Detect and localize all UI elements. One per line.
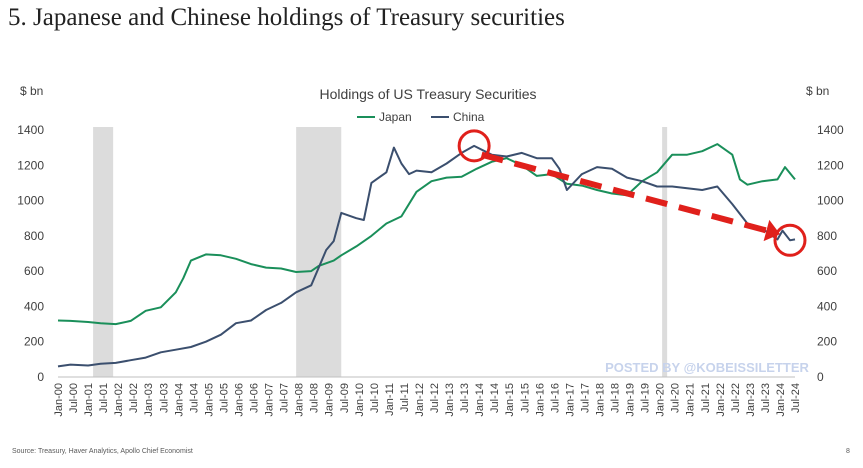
y-tick-left-1000: 1000 <box>17 194 44 208</box>
x-tick-label-0: Jan-00 <box>53 383 65 417</box>
x-tick-label-27: Jul-13 <box>459 383 471 413</box>
y-tick-right-0: 0 <box>817 370 824 384</box>
x-axis-ticks: Jan-00 Jul-00 Jan-01 Jul-01 Jan-02 Jul-02 Jan-… <box>53 383 802 417</box>
y-tick-right-1000: 1000 <box>817 194 844 208</box>
x-tick-label-21: Jul-10 <box>369 383 381 413</box>
x-tick-label-15: Jul-07 <box>279 383 291 413</box>
x-tick-label-49: Jul-24 <box>790 383 802 413</box>
legend-label-japan: Japan <box>379 110 412 124</box>
x-tick-label-40: Jan-20 <box>655 383 667 417</box>
series-line-japan <box>57 143 796 326</box>
highlight-circle-1 <box>457 129 491 163</box>
y-tick-left-0: 0 <box>37 370 44 384</box>
x-tick-label-4: Jan-02 <box>113 383 125 417</box>
x-tick-label-28: Jan-14 <box>474 383 486 417</box>
x-tick-label-16: Jan-08 <box>294 383 306 417</box>
x-tick-label-44: Jan-22 <box>715 383 727 417</box>
y-tick-right-1400: 1400 <box>817 123 844 137</box>
x-tick-label-14: Jan-07 <box>264 383 276 417</box>
y-tick-left-200: 200 <box>24 335 44 349</box>
x-tick-label-18: Jan-09 <box>324 383 336 417</box>
x-tick-label-22: Jan-11 <box>384 383 396 416</box>
x-tick-label-36: Jan-18 <box>594 383 606 417</box>
x-tick-label-6: Jan-03 <box>143 383 155 417</box>
y-tick-right-800: 800 <box>817 229 837 243</box>
x-tick-label-7: Jul-03 <box>158 383 170 413</box>
x-tick-label-8: Jan-04 <box>173 383 185 417</box>
x-tick-label-37: Jul-18 <box>610 383 622 413</box>
y-axis-ticks: 0 0 200 200 400 400 600 600 800 800 1000 1000 1200 12… <box>17 123 844 384</box>
x-tick-label-47: Jul-23 <box>760 383 772 413</box>
x-tick-label-12: Jan-06 <box>233 383 245 417</box>
page-number: 8 <box>846 448 850 455</box>
x-tick-label-2: Jan-01 <box>83 383 95 417</box>
x-tick-label-39: Jul-19 <box>640 383 652 413</box>
y-tick-left-1200: 1200 <box>17 158 44 172</box>
x-tick-label-42: Jan-21 <box>685 383 697 417</box>
x-tick-label-30: Jan-15 <box>504 383 516 417</box>
left-axis-unit: $ bn <box>20 84 44 98</box>
x-tick-label-45: Jul-22 <box>730 383 742 413</box>
x-tick-label-19: Jul-09 <box>339 383 351 413</box>
x-tick-label-41: Jul-20 <box>670 383 682 413</box>
x-tick-label-10: Jan-05 <box>203 383 215 417</box>
x-tick-label-11: Jul-05 <box>218 383 230 413</box>
chart-title: Holdings of US Treasury Securities <box>319 86 536 102</box>
x-tick-label-25: Jul-12 <box>429 383 441 413</box>
x-tick-label-26: Jan-13 <box>444 383 456 417</box>
y-tick-left-400: 400 <box>24 299 44 313</box>
highlight-circle-2 <box>773 223 807 257</box>
x-tick-label-38: Jan-19 <box>625 383 637 417</box>
y-tick-left-800: 800 <box>24 229 44 243</box>
x-tick-label-13: Jul-06 <box>249 383 261 413</box>
x-tick-label-32: Jan-16 <box>534 383 546 417</box>
x-tick-label-1: Jul-00 <box>68 383 80 413</box>
x-tick-label-9: Jul-04 <box>188 383 200 413</box>
annotations <box>457 129 807 257</box>
y-tick-right-600: 600 <box>817 264 837 278</box>
x-tick-label-24: Jan-12 <box>414 383 426 417</box>
x-tick-label-43: Jul-21 <box>700 383 712 413</box>
recession-band-1 <box>93 127 114 377</box>
trend-arrow-shaft <box>480 151 768 234</box>
recession-bands <box>93 127 668 377</box>
slide-title: 5. Japanese and Chinese holdings of Trea… <box>8 4 565 31</box>
y-tick-right-200: 200 <box>817 335 837 349</box>
x-tick-label-35: Jul-17 <box>579 383 591 413</box>
x-tick-label-29: Jul-14 <box>489 383 501 413</box>
trend-arrow-head <box>763 219 780 242</box>
x-tick-label-23: Jul-11 <box>399 383 411 412</box>
x-tick-label-34: Jan-17 <box>564 383 576 417</box>
x-tick-label-17: Jul-08 <box>309 383 321 413</box>
x-tick-label-33: Jul-16 <box>549 383 561 413</box>
x-tick-label-31: Jul-15 <box>519 383 531 413</box>
series-lines <box>57 143 796 368</box>
legend: Japan China <box>357 110 485 124</box>
source-note: Source: Treasury, Haver Analytics, Apoll… <box>12 448 193 455</box>
recession-band-2 <box>296 127 342 377</box>
series-line-china <box>57 144 796 368</box>
x-tick-label-46: Jan-23 <box>745 383 757 417</box>
y-tick-right-1200: 1200 <box>817 158 844 172</box>
x-tick-label-5: Jul-02 <box>128 383 140 413</box>
right-axis-unit: $ bn <box>806 84 830 98</box>
y-tick-left-1400: 1400 <box>17 123 44 137</box>
x-tick-label-20: Jan-10 <box>354 383 366 417</box>
recession-band-3 <box>662 127 668 377</box>
watermark: POSTED BY @KOBEISSILETTER <box>605 360 809 375</box>
x-tick-label-3: Jul-01 <box>98 383 110 413</box>
y-tick-left-600: 600 <box>24 264 44 278</box>
y-tick-right-400: 400 <box>817 299 837 313</box>
x-tick-label-48: Jan-24 <box>775 383 787 417</box>
legend-label-china: China <box>453 110 485 124</box>
